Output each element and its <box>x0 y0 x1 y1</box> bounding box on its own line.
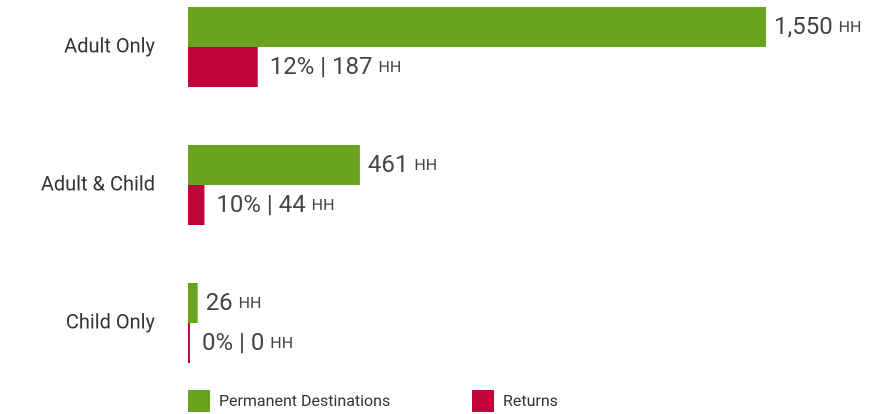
legend-label: Permanent Destinations <box>219 391 390 410</box>
bar <box>188 283 198 323</box>
bar <box>188 145 360 185</box>
value-label: 0% | 0 HH <box>202 328 293 356</box>
value-label: 1,550 HH <box>774 12 861 40</box>
bar <box>188 185 205 225</box>
category-label: Adult Only <box>64 33 155 57</box>
legend-label: Returns <box>503 391 558 410</box>
value-label: 461 HH <box>368 150 437 178</box>
value-label: 12% | 187 HH <box>270 52 402 80</box>
bar <box>188 47 258 87</box>
legend-swatch <box>188 390 210 412</box>
bar <box>188 323 190 363</box>
legend-swatch <box>472 390 494 412</box>
value-label: 10% | 44 HH <box>216 190 334 218</box>
category-label: Adult & Child <box>41 171 155 195</box>
bar <box>188 7 766 47</box>
value-label: 26 HH <box>206 288 262 316</box>
category-label: Child Only <box>66 309 156 333</box>
